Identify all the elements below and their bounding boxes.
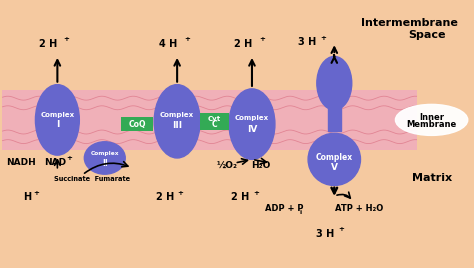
Text: V: V — [331, 163, 338, 172]
Text: 2 H: 2 H — [39, 39, 57, 49]
Text: NAD: NAD — [44, 158, 66, 167]
Ellipse shape — [36, 85, 79, 155]
Text: 2 H: 2 H — [231, 192, 250, 202]
Text: Complex: Complex — [316, 153, 353, 162]
Text: Matrix: Matrix — [411, 173, 452, 183]
Text: Cyt: Cyt — [208, 116, 221, 122]
Text: 4 H: 4 H — [159, 39, 177, 49]
Text: 3 H: 3 H — [298, 37, 316, 47]
Ellipse shape — [154, 85, 200, 158]
Ellipse shape — [395, 104, 468, 135]
Ellipse shape — [308, 133, 361, 185]
Text: III: III — [172, 121, 182, 130]
Text: +: + — [34, 190, 39, 196]
Text: CoQ: CoQ — [128, 120, 146, 129]
Text: I: I — [55, 120, 59, 129]
Text: +: + — [178, 190, 183, 196]
FancyBboxPatch shape — [2, 90, 417, 150]
FancyBboxPatch shape — [328, 107, 341, 131]
Text: ½O₂: ½O₂ — [217, 161, 237, 170]
Text: H₂O: H₂O — [251, 161, 270, 170]
Text: Inner: Inner — [419, 113, 444, 122]
Ellipse shape — [84, 142, 125, 174]
Ellipse shape — [317, 57, 352, 110]
Text: Intermembrane: Intermembrane — [361, 18, 457, 28]
Text: ATP + H₂O: ATP + H₂O — [335, 204, 383, 213]
Text: i: i — [299, 210, 301, 215]
Text: +: + — [259, 36, 265, 42]
Text: 3 H: 3 H — [316, 229, 335, 239]
Text: Membrane: Membrane — [407, 120, 457, 129]
Text: 2 H: 2 H — [234, 39, 252, 49]
Text: C: C — [212, 120, 218, 129]
Text: Complex: Complex — [40, 112, 74, 118]
Text: +: + — [254, 190, 259, 196]
FancyBboxPatch shape — [121, 117, 153, 132]
Text: +: + — [320, 35, 326, 40]
Text: 2 H: 2 H — [155, 192, 174, 202]
Ellipse shape — [229, 89, 275, 159]
Text: NADH: NADH — [6, 158, 36, 167]
Text: +: + — [66, 155, 72, 161]
Text: Complex: Complex — [235, 116, 269, 121]
Text: H: H — [23, 192, 31, 202]
FancyBboxPatch shape — [200, 113, 229, 130]
Text: IV: IV — [247, 125, 257, 134]
Text: Complex: Complex — [160, 112, 194, 118]
Text: Succinate  Fumarate: Succinate Fumarate — [54, 176, 130, 182]
Text: ADP + P: ADP + P — [265, 204, 304, 213]
Text: +: + — [338, 226, 344, 232]
Text: +: + — [63, 36, 69, 42]
Text: +: + — [184, 36, 190, 42]
Text: II: II — [102, 159, 108, 168]
Text: Space: Space — [408, 30, 446, 40]
Text: Complex: Complex — [91, 151, 119, 156]
